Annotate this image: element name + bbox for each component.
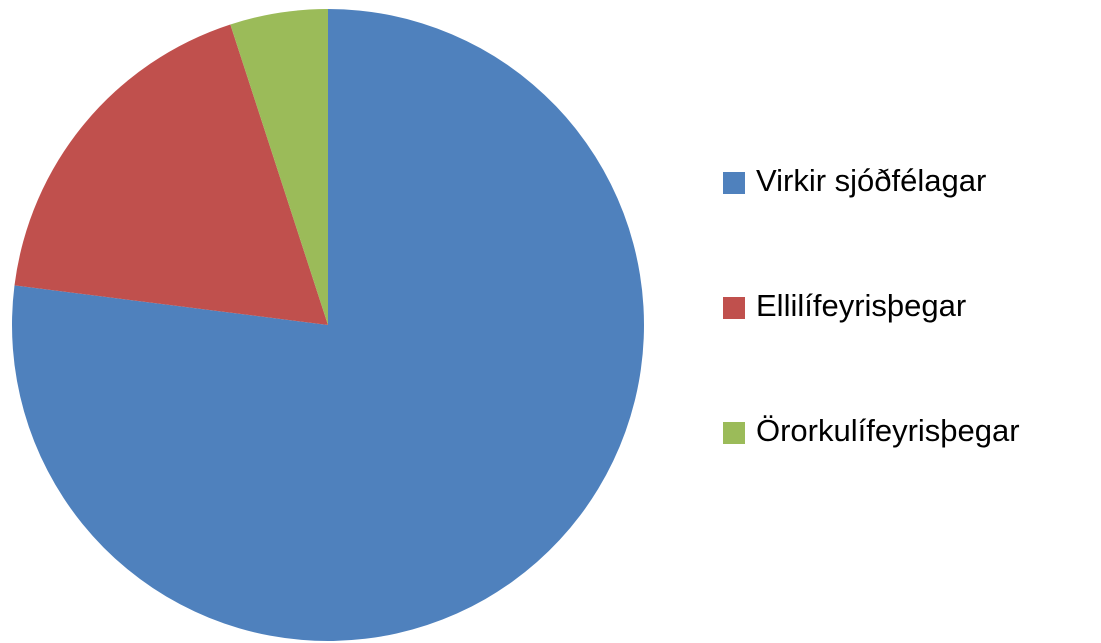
legend-swatch [723, 422, 745, 444]
pie-slice [14, 24, 328, 326]
pie-slice [11, 9, 644, 641]
legend-label: Örorkulífeyrisþegar [756, 413, 1020, 448]
legend-swatch [723, 172, 745, 194]
pie-slice [230, 9, 328, 325]
legend-label: Ellilífeyrisþegar [756, 288, 966, 323]
legend-label: Virkir sjóðfélagar [756, 163, 986, 198]
legend-swatch [723, 297, 745, 319]
